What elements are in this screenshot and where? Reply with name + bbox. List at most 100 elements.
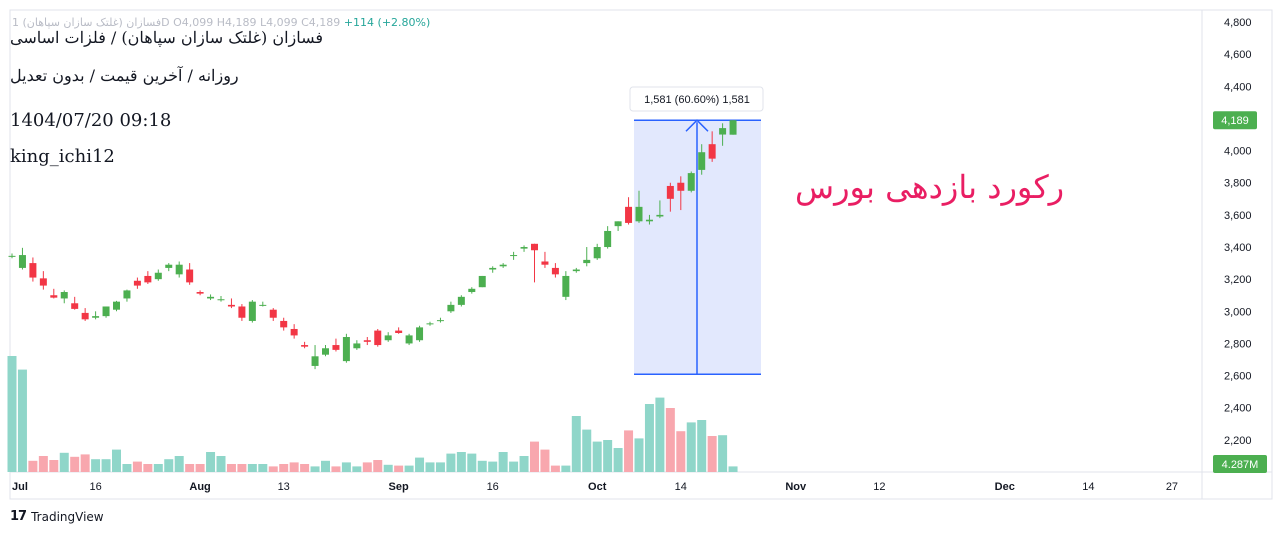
last-price-label: 4,189: [1221, 115, 1249, 127]
candle-body[interactable]: [645, 219, 653, 222]
candle-body[interactable]: [541, 261, 549, 265]
volume-bar: [17, 369, 27, 472]
candle-body[interactable]: [269, 309, 277, 318]
candle-body[interactable]: [81, 312, 89, 320]
candle-body[interactable]: [489, 267, 497, 270]
candle-body[interactable]: [301, 345, 309, 347]
candle-body[interactable]: [374, 330, 382, 346]
candle-body[interactable]: [436, 320, 444, 322]
candle-body[interactable]: [186, 269, 194, 283]
volume-bar: [352, 466, 362, 472]
candle-body[interactable]: [50, 295, 58, 298]
candle-body[interactable]: [353, 343, 361, 349]
candle-body[interactable]: [478, 275, 486, 288]
candle-body[interactable]: [698, 152, 706, 170]
tradingview-logo[interactable]: 17 TradingView: [10, 509, 104, 524]
candle-body[interactable]: [531, 243, 538, 251]
volume-bar: [446, 453, 456, 472]
candle-body[interactable]: [154, 272, 162, 280]
candle-body[interactable]: [677, 182, 685, 191]
candle-body[interactable]: [18, 255, 26, 268]
candle-body[interactable]: [666, 185, 674, 199]
annotation-text[interactable]: رکورد بازدهی بورس: [795, 168, 1065, 206]
candle-body[interactable]: [196, 292, 204, 294]
volume-bar: [404, 465, 414, 472]
last-volume-tag[interactable]: [1213, 455, 1267, 473]
y-tick-label: 2,200: [1224, 435, 1252, 447]
volume-bar: [697, 420, 707, 472]
candle-body[interactable]: [290, 328, 298, 336]
y-tick-label: 3,200: [1224, 274, 1252, 286]
volume-bar: [550, 465, 560, 472]
volume-bar: [582, 429, 592, 472]
volume-bar: [456, 452, 466, 472]
candle-body[interactable]: [520, 247, 528, 249]
candle-body[interactable]: [102, 306, 110, 317]
candle-body[interactable]: [562, 275, 570, 297]
candle-body[interactable]: [217, 299, 225, 301]
candle-body[interactable]: [510, 255, 518, 257]
candle-body[interactable]: [71, 303, 79, 309]
candle-body[interactable]: [583, 259, 591, 264]
candle-body[interactable]: [405, 335, 413, 344]
volume-bar: [341, 462, 351, 472]
volume-bar: [488, 461, 498, 472]
x-tick-label: Dec: [995, 481, 1015, 493]
volume-bar: [477, 460, 487, 472]
candle-body[interactable]: [625, 206, 633, 223]
volume-bar: [624, 430, 634, 472]
candle-body[interactable]: [280, 320, 288, 328]
candle-body[interactable]: [248, 301, 256, 321]
candle-body[interactable]: [29, 263, 37, 278]
candle-body[interactable]: [729, 120, 737, 135]
last-price-tag[interactable]: [1213, 111, 1257, 130]
candle-body[interactable]: [572, 269, 580, 272]
candle-body[interactable]: [635, 206, 643, 222]
candle-body[interactable]: [175, 264, 183, 275]
candle-body[interactable]: [322, 348, 329, 355]
volume-bar: [665, 408, 675, 472]
candle-body[interactable]: [416, 327, 424, 341]
x-tick-label: 27: [1166, 481, 1178, 493]
candle-body[interactable]: [593, 247, 601, 259]
candle-body[interactable]: [614, 221, 622, 227]
volume-bar: [592, 441, 602, 472]
candle-body[interactable]: [604, 230, 612, 248]
candle-body[interactable]: [426, 323, 434, 325]
candle-body[interactable]: [133, 280, 141, 286]
candle-body[interactable]: [207, 296, 215, 299]
candle-body[interactable]: [60, 292, 68, 299]
candle-body[interactable]: [499, 264, 507, 267]
candle-body[interactable]: [123, 290, 131, 299]
candle-body[interactable]: [113, 301, 120, 310]
candle-body[interactable]: [384, 335, 392, 341]
candle-body[interactable]: [165, 264, 173, 268]
volume-bar: [80, 454, 90, 472]
candle-body[interactable]: [447, 304, 455, 312]
candle-body[interactable]: [8, 255, 16, 257]
candle-body[interactable]: [719, 128, 727, 135]
candle-body[interactable]: [468, 288, 476, 293]
candle-body[interactable]: [656, 214, 664, 217]
candle-body[interactable]: [363, 340, 371, 342]
candle-body[interactable]: [311, 356, 319, 366]
candle-body[interactable]: [332, 345, 340, 350]
candle-body[interactable]: [227, 304, 235, 307]
tradingview-logo-icon: 17: [10, 509, 27, 524]
candle-body[interactable]: [342, 337, 350, 362]
candle-body[interactable]: [144, 275, 152, 283]
candle-body[interactable]: [92, 316, 100, 318]
candle-body[interactable]: [708, 144, 716, 159]
candle-body[interactable]: [395, 330, 403, 333]
measure-arrow-icon: [685, 119, 709, 132]
price-change: +114 (+2.80%): [343, 16, 431, 29]
candle-body[interactable]: [551, 267, 559, 275]
candle-body[interactable]: [259, 304, 267, 306]
candle-body[interactable]: [457, 296, 465, 305]
y-tick-label: 3,600: [1224, 210, 1252, 222]
candle-body[interactable]: [39, 278, 47, 286]
candle-body[interactable]: [238, 306, 246, 318]
candle-body[interactable]: [687, 173, 695, 191]
volume-bar: [279, 464, 289, 472]
